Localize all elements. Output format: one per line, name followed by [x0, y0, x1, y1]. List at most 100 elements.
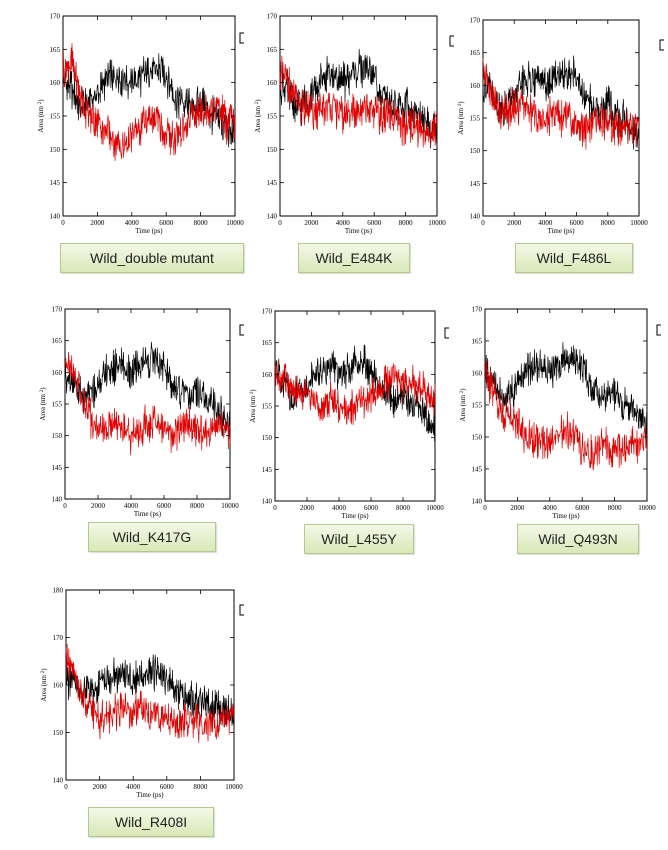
chart-panel-wild-l455y: 140 145 150 155 160 165 170 0 2000 4000 6000 8000 10…	[249, 295, 455, 520]
chart-panel-wild-q493n: 140 145 150 155 160 165 170 0 2000 4000 6000 8000 10…	[455, 295, 668, 520]
series-line-mutant	[65, 644, 235, 743]
y-axis-title: Area (nm 2)	[459, 388, 467, 422]
legend-fragment	[656, 324, 661, 336]
caption-wild-f486l: Wild_F486L	[515, 243, 633, 273]
y-tick-label: 150	[53, 729, 64, 737]
y-tick-label: 140	[52, 496, 63, 504]
x-tick-label: 4000	[538, 219, 553, 227]
x-tick-label: 4000	[336, 219, 351, 227]
chart-svg: 140 145 150 155 160 165 170 0 2000 4000 6000 8000 10…	[254, 13, 454, 235]
chart-svg: 140 145 150 155 160 165 170 0 2000 4000 6000 8000 10…	[39, 306, 244, 518]
y-tick-label: 165	[50, 46, 61, 54]
x-tick-label: 0	[278, 219, 282, 227]
y-tick-label: 140	[50, 213, 61, 221]
x-tick-label: 0	[481, 219, 485, 227]
y-tick-label: 145	[470, 180, 481, 188]
y-tick-label: 160	[50, 79, 61, 87]
y-axis-title: Area (nm 2)	[39, 387, 47, 421]
y-tick-label: 170	[262, 308, 273, 316]
series-line-mutant	[482, 58, 640, 150]
chart-svg: 140 150 160 170 180 0 2000 4000 6000 8000 10000 Tim…	[40, 587, 244, 799]
series-line-mutant	[279, 55, 438, 148]
y-axis-title: Area (nm 2)	[37, 99, 45, 133]
chart-svg: 140 145 150 155 160 165 170 0 2000 4000 6000 8000 10…	[457, 17, 664, 235]
y-tick-label: 150	[50, 146, 61, 154]
y-tick-label: 140	[53, 777, 64, 785]
caption-wild-k417g: Wild_K417G	[88, 522, 216, 552]
y-tick-label: 180	[53, 587, 64, 595]
y-tick-label: 160	[472, 370, 483, 378]
chart-svg: 140 145 150 155 160 165 170 0 2000 4000 6000 8000 10…	[249, 308, 449, 520]
y-tick-label: 160	[262, 371, 273, 379]
x-tick-label: 4000	[332, 504, 347, 512]
x-tick-label: 10000	[630, 219, 648, 227]
x-tick-label: 6000	[364, 504, 379, 512]
y-tick-label: 155	[50, 113, 61, 121]
series-line-mutant	[64, 352, 231, 456]
x-axis-title: Time (ps)	[552, 512, 580, 520]
y-tick-label: 145	[52, 464, 63, 472]
x-tick-label: 10000	[638, 504, 656, 512]
x-tick-label: 10000	[225, 783, 243, 791]
x-tick-label: 6000	[160, 783, 175, 791]
chart-panel-wild-r408i: 140 150 160 170 180 0 2000 4000 6000 8000 10000 Tim…	[0, 580, 250, 805]
x-tick-label: 2000	[93, 783, 108, 791]
x-tick-label: 6000	[367, 219, 382, 227]
x-tick-label: 6000	[570, 219, 585, 227]
x-tick-label: 0	[483, 504, 487, 512]
y-tick-label: 145	[267, 179, 278, 187]
y-tick-label: 145	[50, 179, 61, 187]
series-line-mutant	[274, 360, 436, 426]
x-tick-label: 8000	[601, 219, 616, 227]
plot-area	[484, 308, 648, 502]
legend-fragment	[239, 324, 244, 336]
series-line-mutant	[484, 360, 648, 471]
y-tick-label: 145	[262, 466, 273, 474]
chart-panel-wild-k417g: 140 145 150 155 160 165 170 0 2000 4000 6000 8000 10…	[0, 295, 250, 520]
y-tick-label: 160	[267, 79, 278, 87]
legend-fragment	[449, 35, 454, 47]
x-axis-title: Time (ps)	[547, 227, 575, 235]
chart-panel-wild-f486l: 140 145 150 155 160 165 170 0 2000 4000 6000 8000 10…	[455, 0, 668, 240]
x-axis-title: Time (ps)	[136, 791, 164, 799]
y-tick-label: 165	[472, 338, 483, 346]
chart-svg: 140 145 150 155 160 165 170 0 2000 4000 6000 8000 10…	[37, 13, 244, 236]
y-axis-title: Area (nm 2)	[40, 668, 48, 702]
x-tick-label: 8000	[608, 504, 623, 512]
y-tick-label: 155	[470, 115, 481, 123]
x-tick-label: 0	[61, 219, 65, 227]
y-tick-label: 170	[472, 306, 483, 314]
y-tick-label: 170	[50, 13, 61, 21]
y-tick-label: 150	[472, 434, 483, 442]
y-tick-label: 165	[262, 339, 273, 347]
y-tick-label: 150	[267, 146, 278, 154]
series-line-wild	[65, 654, 235, 727]
y-tick-label: 165	[52, 337, 63, 345]
y-tick-label: 140	[472, 498, 483, 506]
caption-wild-e484k: Wild_E484K	[298, 243, 410, 273]
y-axis-title: Area (nm 2)	[457, 101, 465, 135]
x-tick-label: 4000	[126, 783, 141, 791]
x-tick-label: 0	[64, 783, 68, 791]
caption-wild-r408i: Wild_R408I	[88, 807, 214, 837]
y-axis-title: Area (nm 2)	[249, 389, 257, 423]
x-tick-label: 2000	[300, 504, 315, 512]
y-tick-label: 155	[472, 402, 483, 410]
x-tick-label: 10000	[221, 502, 239, 510]
x-tick-label: 0	[63, 502, 67, 510]
series-line-wild	[64, 341, 231, 437]
y-tick-label: 150	[262, 434, 273, 442]
x-tick-label: 4000	[125, 219, 140, 227]
y-tick-label: 145	[472, 466, 483, 474]
y-tick-label: 165	[267, 46, 278, 54]
x-tick-label: 4000	[124, 502, 139, 510]
x-tick-label: 2000	[510, 504, 525, 512]
x-tick-label: 8000	[190, 502, 205, 510]
chart-panel-wild-double-mutant: 140 145 150 155 160 165 170 0 2000 4000 6000 8000 10…	[0, 0, 250, 240]
y-tick-label: 160	[470, 82, 481, 90]
caption-wild-double-mutant: Wild_double mutant	[60, 243, 244, 273]
y-tick-label: 165	[470, 49, 481, 57]
legend-fragment	[659, 39, 664, 51]
legend-fragment	[239, 604, 244, 616]
y-tick-label: 170	[52, 306, 63, 314]
